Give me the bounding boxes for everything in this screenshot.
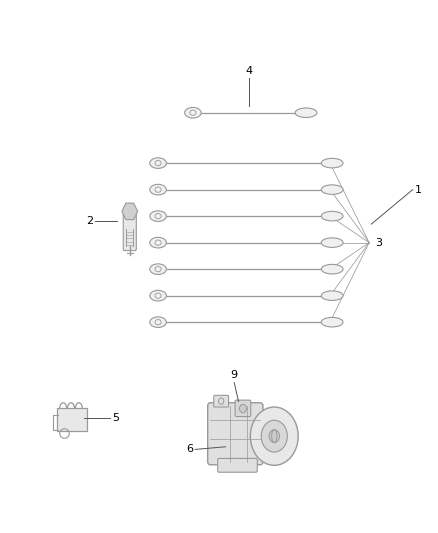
Ellipse shape xyxy=(321,264,343,274)
Ellipse shape xyxy=(295,108,317,117)
Text: 3: 3 xyxy=(376,238,383,248)
Text: 1: 1 xyxy=(415,184,422,195)
Ellipse shape xyxy=(150,184,166,195)
Ellipse shape xyxy=(321,317,343,327)
FancyBboxPatch shape xyxy=(235,400,251,417)
Text: 5: 5 xyxy=(113,413,120,423)
Ellipse shape xyxy=(150,158,166,168)
Circle shape xyxy=(240,405,247,413)
Circle shape xyxy=(261,420,287,452)
FancyBboxPatch shape xyxy=(218,458,257,472)
Ellipse shape xyxy=(321,238,343,247)
Ellipse shape xyxy=(150,237,166,248)
FancyBboxPatch shape xyxy=(123,213,136,251)
Text: 4: 4 xyxy=(246,66,253,76)
Ellipse shape xyxy=(185,108,201,118)
Ellipse shape xyxy=(321,158,343,168)
Text: 6: 6 xyxy=(186,445,193,455)
FancyBboxPatch shape xyxy=(57,408,87,431)
FancyBboxPatch shape xyxy=(208,403,263,465)
Ellipse shape xyxy=(150,317,166,327)
Ellipse shape xyxy=(150,290,166,301)
FancyBboxPatch shape xyxy=(214,395,229,407)
Circle shape xyxy=(251,407,298,465)
Text: 9: 9 xyxy=(231,370,238,381)
Ellipse shape xyxy=(150,264,166,274)
Ellipse shape xyxy=(150,211,166,221)
Ellipse shape xyxy=(321,212,343,221)
Text: 2: 2 xyxy=(86,216,93,227)
Ellipse shape xyxy=(321,185,343,195)
Circle shape xyxy=(269,430,279,442)
Ellipse shape xyxy=(321,291,343,301)
